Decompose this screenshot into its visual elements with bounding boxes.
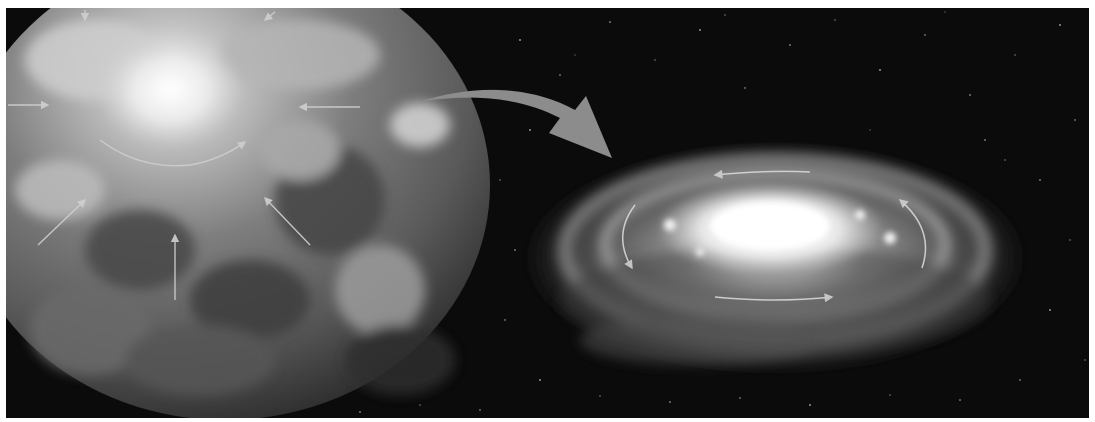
disk-galaxy xyxy=(520,140,1030,376)
cloud-core xyxy=(95,30,245,150)
inward-arrow-icon xyxy=(37,199,87,246)
gas-cloud xyxy=(6,8,490,418)
inward-arrow-icon xyxy=(263,11,276,21)
rotation-arrow-icon xyxy=(621,204,636,270)
starfield xyxy=(359,11,1086,413)
infall-arrows xyxy=(8,10,360,300)
rotation-arrow-icon xyxy=(898,199,927,269)
rotation-arrows xyxy=(621,169,927,303)
inward-arrow-icon xyxy=(264,196,311,246)
curved-arrow-icon xyxy=(418,89,612,158)
rotation-arrow-icon xyxy=(714,293,834,303)
rotation-arrow-icon xyxy=(713,169,811,179)
rotation-arrow-icon xyxy=(99,139,247,167)
